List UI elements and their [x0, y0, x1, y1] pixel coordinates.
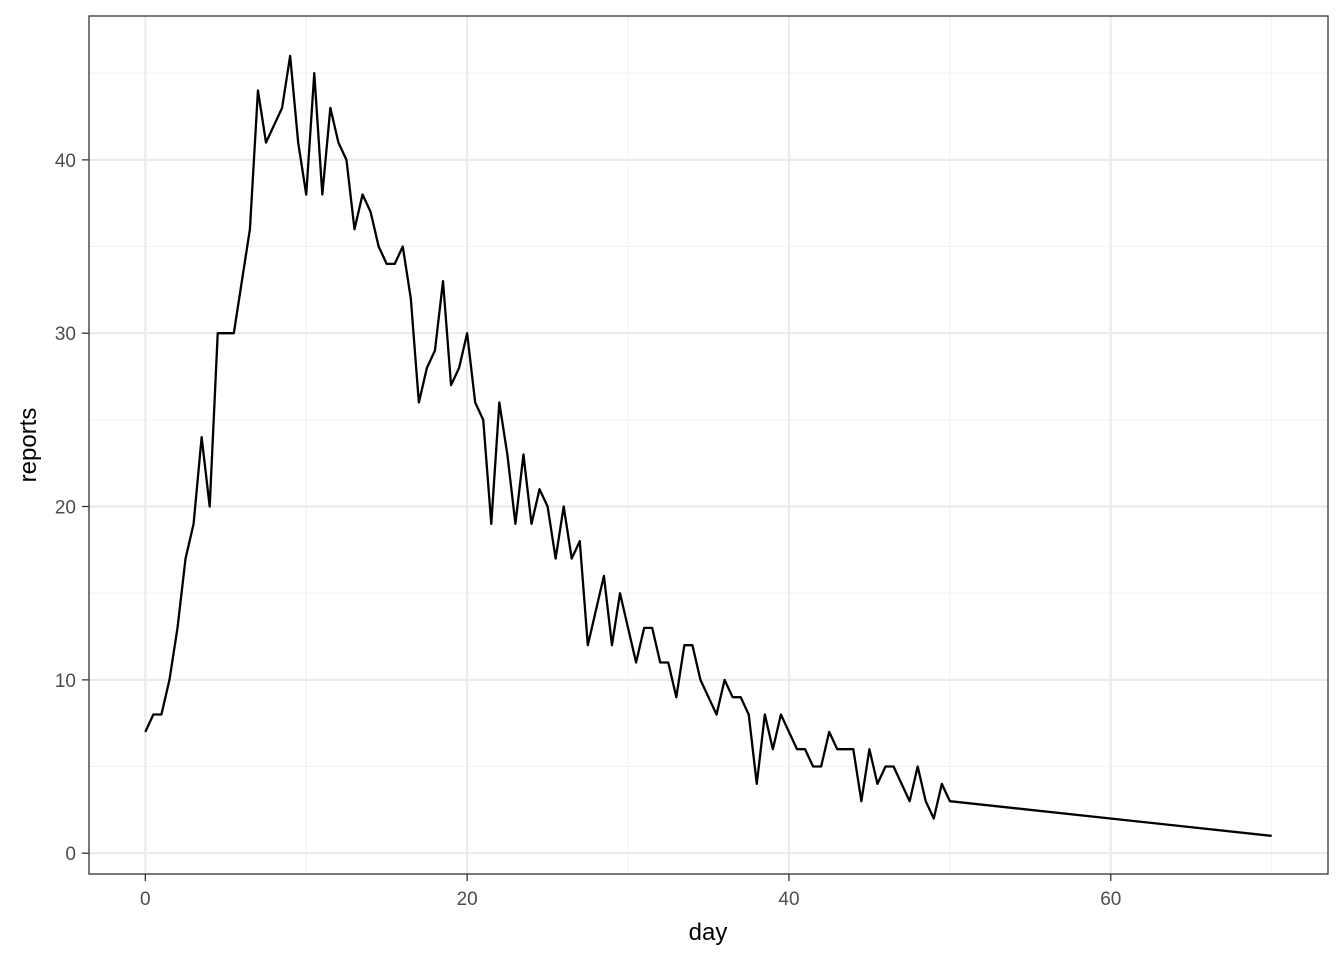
y-axis-tick-label: 40: [55, 151, 76, 172]
reports-line: [144, 54, 1272, 838]
x-axis-title: day: [689, 919, 728, 946]
y-axis-tick-label: 10: [55, 671, 76, 692]
y-axis-tick-label: 30: [55, 324, 76, 345]
y-axis-tick-label: 0: [65, 844, 76, 865]
x-axis-tick-labels: 0 20 40 60: [140, 889, 1121, 910]
x-axis-tick-label: 20: [457, 889, 478, 910]
plot-panel-border: [88, 15, 1329, 875]
x-axis-tick-label: 40: [778, 889, 799, 910]
y-axis-ticks: [82, 159, 89, 854]
y-axis-tick-labels: 0 10 20 30 40: [55, 151, 76, 865]
x-axis-tick-label: 0: [140, 889, 151, 910]
y-axis-title: reports: [15, 408, 42, 483]
x-axis-tick-label: 60: [1100, 889, 1121, 910]
plot-panel: [89, 16, 1328, 874]
y-axis-tick-label: 20: [55, 498, 76, 519]
x-axis-ticks: [144, 874, 1112, 881]
